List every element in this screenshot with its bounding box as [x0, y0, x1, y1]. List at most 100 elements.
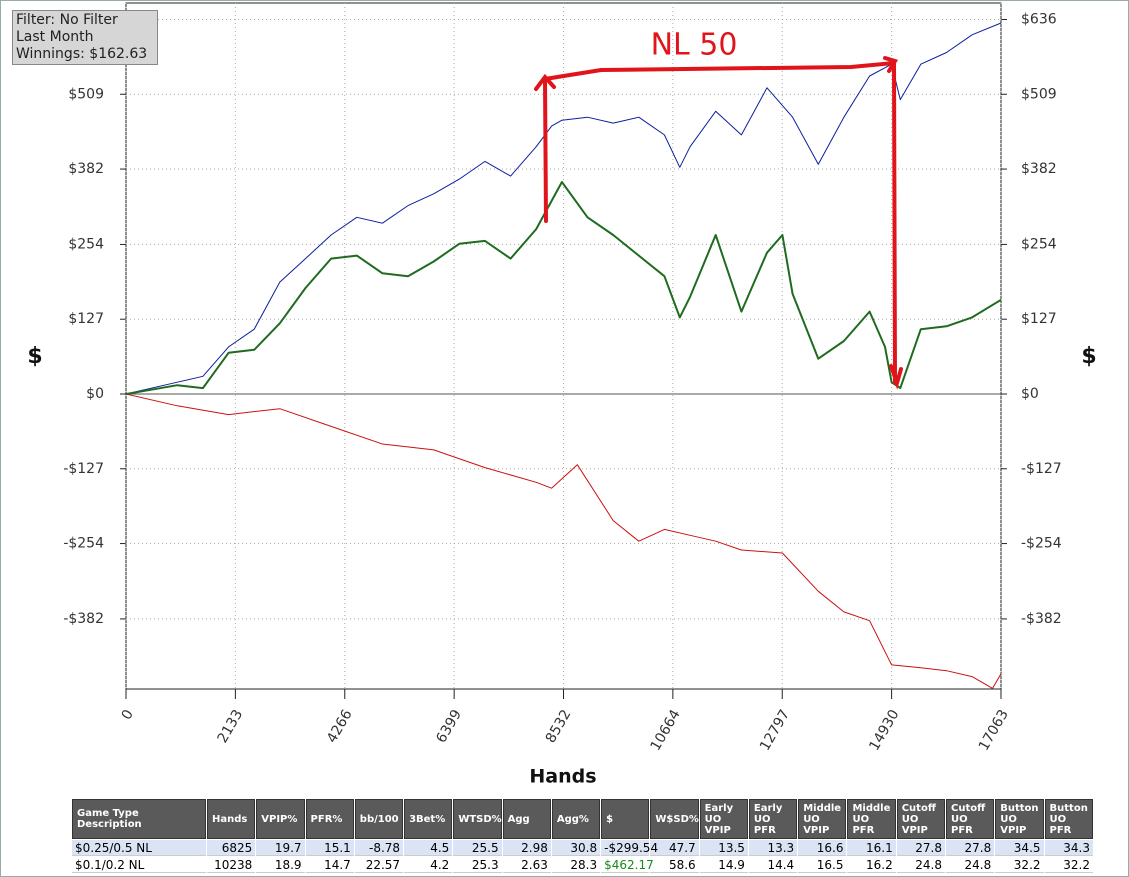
column-header: Early UO VPIP: [699, 799, 748, 839]
plot-frame: [125, 2, 1002, 690]
table-cell: 13.3: [748, 840, 798, 856]
column-header: Button UO VPIP: [995, 799, 1044, 839]
series-line: [125, 22, 1002, 395]
table-cell: 4.5: [404, 840, 453, 856]
x-tick-label: 8532: [543, 707, 575, 746]
bracket-arrow: [889, 364, 903, 390]
table-cell: 27.8: [945, 840, 995, 856]
table-cell: 27.8: [896, 840, 945, 856]
column-header: Middle UO PFR: [847, 799, 896, 839]
y2-tick-label: -$254: [1021, 536, 1062, 552]
column-header: Middle UO VPIP: [798, 799, 847, 839]
table-cell: 18.9: [256, 857, 305, 873]
column-header: 3Bet%: [404, 799, 453, 839]
table-row[interactable]: $0.25/0.5 NL 6825 19.7 15.1 -8.78 4.5 25.5 2.98…: [72, 840, 1093, 856]
table-cell: 2.98: [502, 840, 551, 856]
x-axis-label: Hands: [529, 766, 596, 788]
table-cell: 13.5: [699, 840, 748, 856]
x-tick-label: 17063: [976, 707, 1012, 754]
column-header: WTSD%: [453, 799, 502, 839]
table-cell: 34.5: [995, 840, 1044, 856]
table-row[interactable]: $0.1/0.2 NL 10238 18.9 14.7 22.57 4.2 25.3 2.63…: [72, 857, 1093, 873]
table-cell: 2.63: [502, 857, 551, 873]
y2-tick-label: $636: [1021, 11, 1057, 27]
column-header: Button UO PFR: [1044, 799, 1093, 839]
x-tick-label: 2133: [215, 707, 247, 746]
y-tick-label: $127: [68, 311, 104, 327]
x-tick-label: 12797: [757, 707, 793, 754]
y2-tick-label: -$382: [1021, 611, 1062, 627]
annotation: NL 50: [651, 28, 738, 63]
y-tick-label: -$254: [63, 536, 104, 552]
y2-axis-label: $: [1081, 344, 1096, 369]
table-cell: 16.2: [847, 857, 896, 873]
column-header: Cutoff UO VPIP: [896, 799, 945, 839]
column-header: Hands: [207, 799, 256, 839]
table-cell: 16.5: [798, 857, 847, 873]
y2-tick-label: $382: [1021, 161, 1057, 177]
table-cell: 22.57: [354, 857, 404, 873]
x-tick-label: 6399: [433, 707, 465, 746]
table-cell: 30.8: [551, 840, 601, 856]
table-cell: 32.2: [995, 857, 1044, 873]
column-header: $: [601, 799, 650, 839]
table-cell: 15.1: [305, 840, 354, 856]
table-cell: 19.7: [256, 840, 305, 856]
y-tick-label: -$382: [63, 611, 104, 627]
table-cell: 16.1: [847, 840, 896, 856]
table-cell: 6825: [207, 840, 256, 856]
table-cell: 4.2: [404, 857, 453, 873]
y2-tick-label: $509: [1021, 86, 1057, 102]
column-header: W$SD%: [650, 799, 699, 839]
table-cell: -$299.54: [601, 840, 658, 856]
table-cell: 58.6: [650, 857, 699, 873]
y-tick-label: -$127: [63, 461, 104, 477]
column-header: Early UO PFR: [748, 799, 798, 839]
table-cell: 28.3: [551, 857, 601, 873]
column-header: Agg: [502, 799, 551, 839]
table-cell: $0.1/0.2 NL: [72, 857, 206, 873]
y-tick-label: $0: [86, 386, 104, 402]
bracket-arrow: [883, 56, 899, 73]
table-cell: 25.3: [453, 857, 502, 873]
series-line: [125, 181, 1002, 395]
winnings-text: Winnings: $162.63: [16, 46, 148, 62]
table-cell: 25.5: [453, 840, 502, 856]
table-cell: -8.78: [354, 840, 404, 856]
column-header: PFR%: [305, 799, 354, 839]
table-cell: $0.25/0.5 NL: [72, 840, 206, 856]
y2-tick-label: $127: [1021, 311, 1057, 327]
table-cell: 32.2: [1044, 857, 1093, 873]
y2-tick-label: -$127: [1021, 461, 1062, 477]
bracket-line: [542, 60, 897, 385]
y-tick-label: $254: [68, 236, 104, 252]
table-cell: 14.4: [748, 857, 798, 873]
filter-text: Filter: No Filter: [16, 12, 118, 28]
chart: $ $ Hands -$382 -$382 -$254 -$254 -$127 -$127…: [27, 2, 1097, 788]
table-cell: 34.3: [1044, 840, 1093, 856]
y-tick-label: $382: [68, 161, 104, 177]
x-tick-label: 4266: [324, 707, 356, 746]
header-row: Game Type Description Hands VPIP% PFR% bb/10…: [72, 799, 1093, 839]
y2-tick-label: $0: [1021, 386, 1039, 402]
column-header: Game Type Description: [72, 799, 206, 839]
stats-table: Game Type Description Hands VPIP% PFR% bb/10…: [71, 798, 1094, 874]
column-header: Cutoff UO PFR: [945, 799, 995, 839]
table-cell: $462.17: [601, 857, 654, 873]
info-box: Filter: No Filter Last Month Winnings: $…: [12, 10, 158, 65]
series-line: [125, 393, 1002, 689]
y-axis-label: $: [27, 344, 42, 369]
table-cell: 24.8: [945, 857, 995, 873]
column-header: bb/100: [354, 799, 404, 839]
table-cell: 14.7: [305, 857, 354, 873]
y-tick-label: $509: [68, 86, 104, 102]
annotation-bracket: [534, 56, 903, 390]
column-header: Agg%: [551, 799, 601, 839]
table-cell: 47.7: [650, 840, 699, 856]
table-cell: 24.8: [896, 857, 945, 873]
x-tick-label: 14930: [866, 707, 902, 754]
table-cell: 16.6: [798, 840, 847, 856]
x-tick-label: 10664: [648, 707, 684, 754]
x-tick-label: 0: [119, 707, 137, 723]
